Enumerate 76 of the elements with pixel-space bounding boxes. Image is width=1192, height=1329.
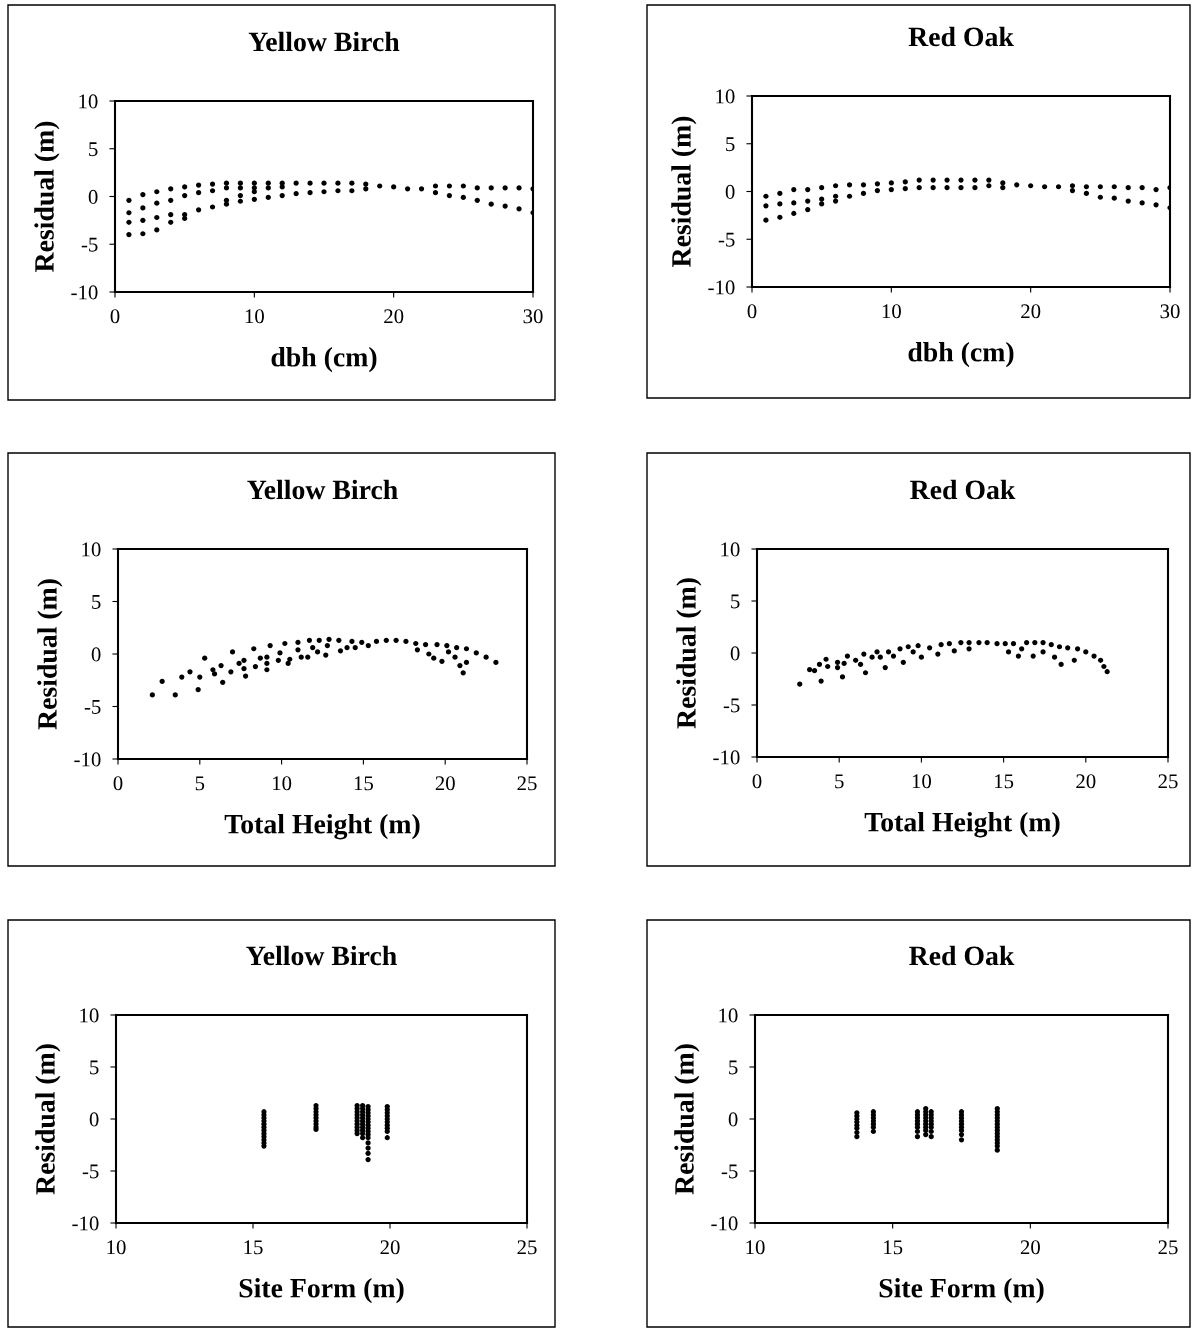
y-tick-label: 0 (88, 189, 98, 204)
x-tick-label: 25 (1158, 1240, 1178, 1255)
x-tick-label: 0 (110, 309, 120, 324)
y-tick-label: 10 (79, 94, 98, 109)
x-tick-label: 0 (747, 304, 757, 319)
y-tick-label: -5 (82, 1164, 99, 1179)
x-tick-label: 0 (113, 776, 123, 791)
x-axis-title: Site Form (m) (239, 1278, 404, 1304)
x-axis-title: Total Height (m) (864, 812, 1060, 838)
y-axis-title: Residual (m) (676, 578, 702, 729)
y-tick-label: 5 (726, 137, 735, 152)
y-tick-label: 10 (721, 542, 740, 557)
x-tick-label: 10 (245, 309, 264, 324)
y-tick-label: 5 (92, 595, 101, 609)
x-tick-label: 15 (244, 1240, 263, 1255)
x-tick-label: 20 (1076, 774, 1096, 789)
x-tick-label: 20 (435, 776, 455, 791)
x-tick-label: 25 (517, 776, 537, 791)
x-tick-label: 20 (380, 1240, 400, 1255)
x-tick-label: 5 (835, 774, 844, 789)
x-tick-label: 5 (195, 776, 205, 791)
x-tick-label: 25 (1158, 774, 1178, 789)
y-tick-label: 10 (80, 1008, 99, 1023)
chart-title: Red Oak (909, 945, 1015, 966)
y-axis-title: Residual (m) (37, 579, 63, 730)
x-tick-label: 10 (107, 1240, 126, 1255)
x-axis-title: dbh (cm) (908, 342, 1014, 368)
x-axis-title: dbh (cm) (271, 347, 377, 373)
x-tick-label: 10 (273, 776, 292, 791)
y-tick-label: -5 (723, 698, 740, 713)
y-tick-label: 10 (719, 1008, 738, 1023)
y-tick-label: -10 (711, 1216, 738, 1231)
y-tick-label: 0 (91, 647, 101, 662)
x-tick-label: 20 (384, 309, 404, 324)
y-tick-label: 5 (90, 1060, 99, 1075)
x-tick-label: 20 (1021, 304, 1041, 319)
y-tick-label: 10 (82, 542, 101, 557)
x-tick-label: 30 (1160, 304, 1180, 319)
y-tick-label: -10 (708, 280, 735, 295)
y-tick-label: 10 (716, 89, 735, 104)
x-tick-label: 15 (995, 774, 1014, 789)
chart-title: Yellow Birch (247, 479, 398, 500)
y-tick-label: 0 (730, 646, 740, 661)
y-axis-title: Residual (m) (34, 121, 60, 273)
x-tick-label: 25 (517, 1240, 537, 1255)
y-tick-label: -10 (72, 1216, 99, 1231)
chart-title: Yellow Birch (248, 31, 400, 52)
chart-title: Red Oak (910, 479, 1016, 500)
y-axis-title: Residual (m) (671, 116, 697, 268)
y-tick-label: -5 (718, 232, 735, 247)
y-tick-label: 0 (89, 1112, 99, 1127)
x-tick-label: 15 (884, 1240, 903, 1255)
y-tick-label: 5 (89, 142, 98, 157)
y-tick-label: -5 (721, 1164, 738, 1179)
x-tick-label: 10 (882, 304, 901, 319)
y-tick-label: -10 (71, 285, 98, 300)
y-tick-label: -10 (713, 750, 740, 765)
y-tick-label: 0 (725, 184, 735, 199)
y-tick-label: 0 (728, 1112, 738, 1127)
y-tick-label: 5 (731, 594, 740, 609)
chart-title: Yellow Birch (246, 945, 397, 966)
y-axis-title: Residual (m) (35, 1044, 61, 1195)
x-tick-label: 10 (746, 1240, 765, 1255)
chart-title: Red Oak (908, 26, 1014, 47)
y-tick-label: -5 (84, 700, 101, 714)
x-axis-title: Site Form (m) (879, 1278, 1044, 1304)
y-axis-title: Residual (m) (674, 1044, 700, 1195)
x-tick-label: 15 (354, 776, 373, 791)
x-tick-label: 0 (752, 774, 762, 789)
y-tick-label: 5 (729, 1060, 738, 1075)
x-tick-label: 30 (523, 309, 543, 324)
y-tick-label: -5 (81, 237, 98, 252)
x-tick-label: 20 (1020, 1240, 1040, 1255)
x-tick-label: 10 (912, 774, 932, 789)
y-tick-label: -10 (74, 752, 101, 767)
x-axis-title: Total Height (m) (224, 814, 420, 840)
